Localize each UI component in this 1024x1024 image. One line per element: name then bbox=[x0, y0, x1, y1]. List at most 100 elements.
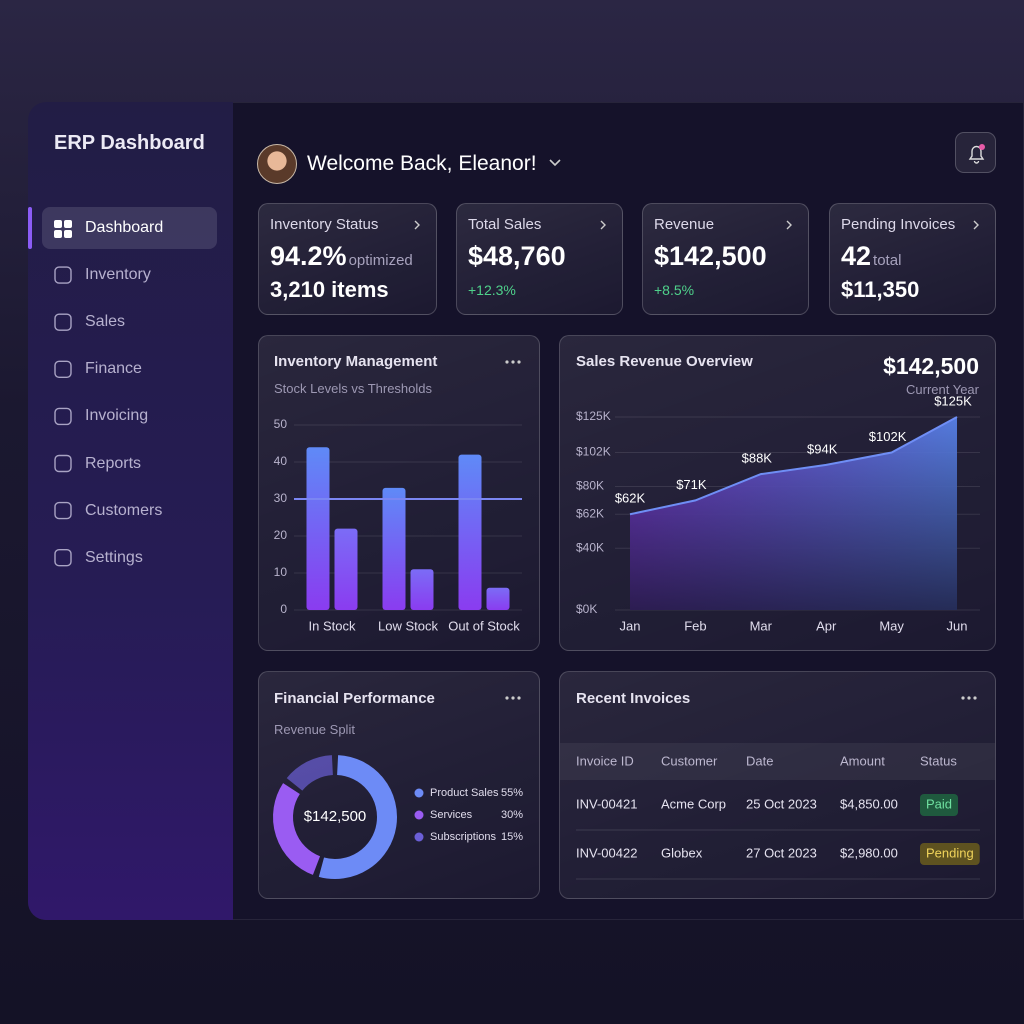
card-title: Financial Performance bbox=[274, 690, 435, 707]
kpi-value: 94.2% bbox=[270, 241, 347, 271]
y-tick-label: 40 bbox=[274, 454, 288, 468]
value-label: $102K bbox=[869, 429, 907, 444]
notification-button[interactable] bbox=[955, 132, 996, 173]
total: $142,500 bbox=[883, 353, 979, 379]
nav-icon bbox=[54, 360, 72, 378]
value-label: $125K bbox=[934, 393, 972, 408]
table-header-band bbox=[560, 743, 995, 780]
x-tick-label: Low Stock bbox=[378, 618, 438, 633]
greeting: Welcome Back, Eleanor! bbox=[307, 152, 537, 175]
legend-label: Services bbox=[430, 809, 473, 821]
kpi-card[interactable] bbox=[642, 203, 809, 315]
y-tick-label: 0 bbox=[280, 602, 287, 616]
more-icon[interactable] bbox=[961, 696, 977, 700]
kpi-title: Pending Invoices bbox=[841, 216, 956, 233]
x-tick-label: Jun bbox=[947, 618, 968, 633]
kpi-change: +12.3% bbox=[468, 282, 516, 298]
kpi-title: Inventory Status bbox=[270, 216, 379, 233]
kpi-title: Total Sales bbox=[468, 216, 542, 233]
bell-icon bbox=[968, 144, 985, 164]
legend-label: Product Sales bbox=[430, 787, 499, 799]
card-title: Inventory Management bbox=[274, 353, 438, 370]
donut-segment bbox=[273, 783, 321, 875]
y-tick-label: $40K bbox=[576, 540, 604, 554]
chevron-icon bbox=[414, 220, 420, 230]
y-tick-label: 50 bbox=[274, 417, 288, 431]
kpi-card[interactable] bbox=[456, 203, 623, 315]
nav-icon bbox=[54, 454, 72, 473]
sidebar-title: ERP Dashboard bbox=[54, 132, 205, 154]
legend-dot bbox=[414, 832, 424, 842]
donut-segment bbox=[286, 755, 334, 792]
legend-value: 30% bbox=[501, 809, 523, 821]
dropdown-icon[interactable] bbox=[548, 158, 562, 168]
status-badge bbox=[920, 794, 959, 816]
nav-item[interactable]: Sales bbox=[85, 313, 126, 331]
chevron-icon bbox=[973, 220, 979, 230]
more-icon[interactable] bbox=[505, 360, 521, 364]
line bbox=[629, 416, 958, 516]
legend-value: 55% bbox=[501, 787, 523, 799]
nav-item[interactable]: Inventory bbox=[85, 266, 151, 284]
more-icon[interactable] bbox=[505, 696, 521, 700]
y-tick-label: 20 bbox=[274, 528, 288, 542]
table-header: Customer bbox=[661, 753, 718, 768]
nav-item[interactable]: Finance bbox=[85, 360, 142, 378]
bar bbox=[458, 454, 482, 610]
table-header: Amount bbox=[840, 753, 885, 768]
bar bbox=[410, 569, 434, 610]
nav-item[interactable]: Settings bbox=[85, 548, 143, 566]
legend-dot bbox=[414, 810, 424, 820]
value-label: $88K bbox=[742, 451, 773, 466]
chevron-icon bbox=[600, 220, 606, 230]
card-title: Sales Revenue Overview bbox=[576, 353, 753, 370]
table-cell: INV-00421 bbox=[576, 796, 637, 811]
nav-icon bbox=[54, 266, 72, 284]
table-cell: $2,980.00 bbox=[840, 845, 898, 860]
value-label: $71K bbox=[676, 477, 707, 492]
nav-icon bbox=[54, 501, 72, 520]
value-label: $94K bbox=[807, 441, 838, 456]
nav-icon bbox=[54, 220, 62, 228]
bar bbox=[382, 487, 406, 610]
x-tick-label: Out of Stock bbox=[448, 618, 520, 633]
avatar[interactable] bbox=[257, 144, 297, 184]
kpi-note: total bbox=[873, 252, 902, 269]
donut-segment bbox=[318, 755, 397, 879]
chevron-icon bbox=[786, 220, 792, 230]
table-header: Date bbox=[746, 753, 773, 768]
y-tick-label: $62K bbox=[576, 506, 604, 520]
kpi-card[interactable] bbox=[258, 203, 437, 315]
x-tick-label: Apr bbox=[816, 618, 837, 633]
legend-dot bbox=[414, 788, 424, 798]
nav-item[interactable]: Reports bbox=[85, 454, 142, 472]
kpi-change: +8.5% bbox=[654, 282, 695, 298]
value-label: $62K bbox=[615, 491, 646, 506]
nav-item[interactable]: Dashboard bbox=[85, 219, 164, 236]
kpi-value: $48,760 bbox=[468, 241, 566, 271]
nav-item[interactable]: Customers bbox=[85, 501, 163, 519]
y-tick-label: $80K bbox=[576, 479, 604, 493]
status-badge bbox=[920, 843, 980, 865]
table-cell: 27 Oct 2023 bbox=[746, 845, 817, 860]
nav-icon bbox=[54, 407, 72, 426]
status-text: Pending bbox=[926, 845, 974, 860]
y-tick-label: $102K bbox=[576, 445, 611, 459]
nav-icon bbox=[54, 549, 72, 567]
kpi-card[interactable] bbox=[829, 203, 996, 315]
table-cell: INV-00422 bbox=[576, 845, 637, 860]
y-tick-label: 10 bbox=[274, 565, 288, 579]
nav-item[interactable]: Invoicing bbox=[85, 407, 149, 425]
bar bbox=[486, 587, 510, 610]
card-subtitle: Revenue Split bbox=[274, 722, 355, 737]
kpi-detail: 3,210 items bbox=[270, 277, 389, 302]
legend-value: 15% bbox=[501, 831, 523, 843]
x-tick-label: Feb bbox=[684, 618, 706, 633]
nav-icon bbox=[54, 230, 62, 238]
legend-label: Subscriptions bbox=[430, 831, 497, 843]
bar bbox=[334, 528, 358, 610]
nav-active-bg bbox=[42, 207, 217, 249]
nav-icon bbox=[54, 313, 72, 331]
